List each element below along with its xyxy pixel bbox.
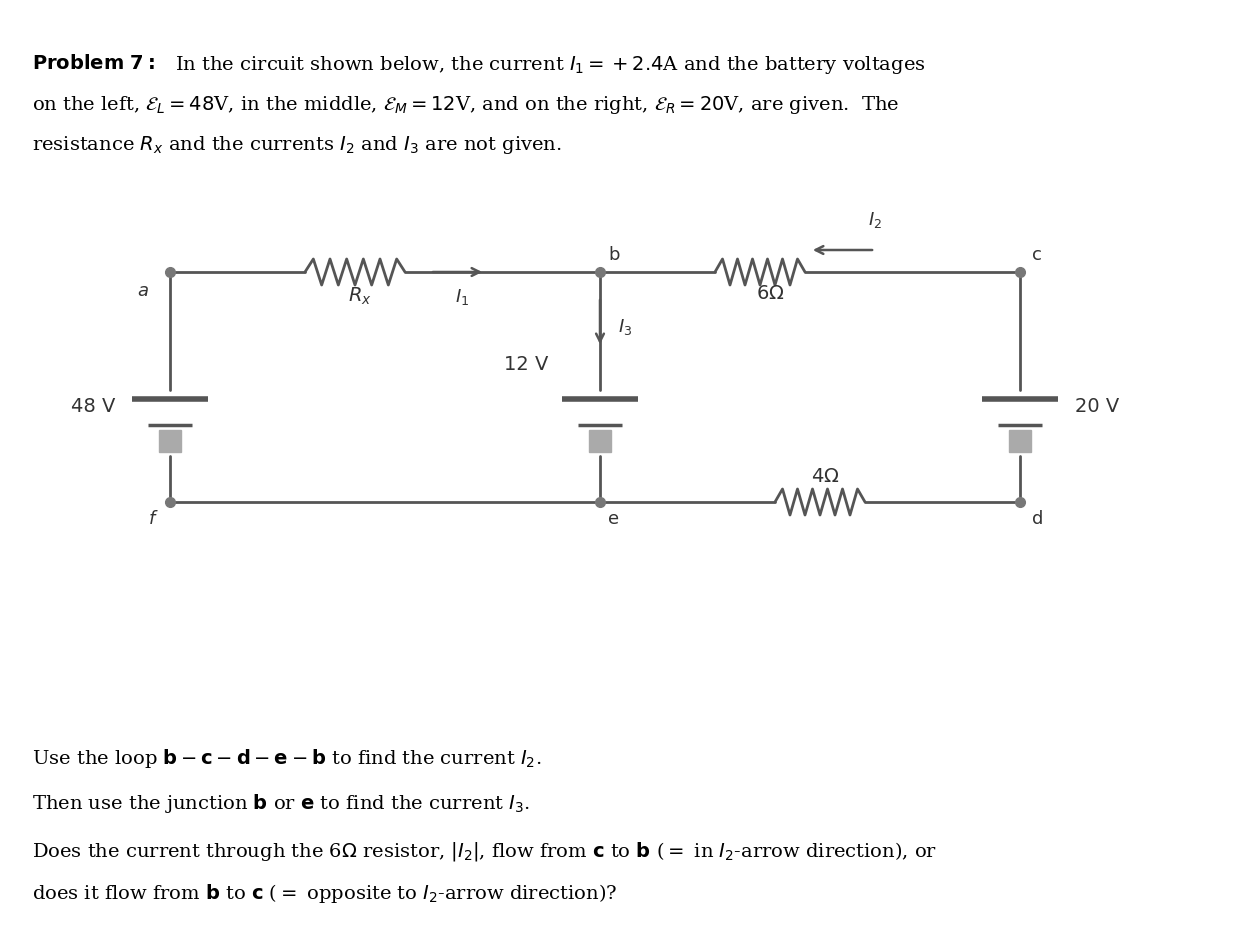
Text: 48 V: 48 V [70,398,115,417]
Text: resistance $R_x$ and the currents $I_2$ and $I_3$ are not given.: resistance $R_x$ and the currents $I_2$ … [32,134,562,156]
Text: Does the current through the 6$\Omega$ resistor, $|I_2|$, flow from $\mathbf{c}$: Does the current through the 6$\Omega$ r… [32,840,938,863]
Text: f: f [149,510,155,528]
Text: $4\Omega$: $4\Omega$ [811,467,839,486]
Bar [1009,430,1031,452]
Text: on the left, $\mathcal{E}_L = 48$V, in the middle, $\mathcal{E}_M = 12$V, and on: on the left, $\mathcal{E}_L = 48$V, in t… [32,94,900,116]
Bar [589,430,611,452]
Text: $I_1$: $I_1$ [455,287,470,307]
Text: $I_2$: $I_2$ [867,210,882,230]
Text: $I_3$: $I_3$ [618,317,632,337]
Text: Use the loop $\mathbf{b} - \mathbf{c} - \mathbf{d} - \mathbf{e} - \mathbf{b}$ to: Use the loop $\mathbf{b} - \mathbf{c} - … [32,747,541,770]
Text: d: d [1032,510,1044,528]
Text: a: a [138,282,148,300]
Text: b: b [608,246,620,264]
Text: $6\Omega$: $6\Omega$ [756,284,784,303]
Text: Then use the junction $\mathbf{b}$ or $\mathbf{e}$ to find the current $I_3$.: Then use the junction $\mathbf{b}$ or $\… [32,792,530,815]
Text: In the circuit shown below, the current $I_1 = +2.4$A and the battery voltages: In the circuit shown below, the current … [175,54,925,76]
Text: e: e [608,510,619,528]
Text: does it flow from $\mathbf{b}$ to $\mathbf{c}$ ($=$ opposite to $I_2$-arrow dire: does it flow from $\mathbf{b}$ to $\math… [32,882,618,905]
Bar [159,430,181,452]
Text: $\mathbf{Problem\ 7:}$: $\mathbf{Problem\ 7:}$ [32,54,155,73]
Text: 20 V: 20 V [1075,398,1119,417]
Text: 12 V: 12 V [504,355,548,374]
Text: $R_x$: $R_x$ [349,286,371,307]
Text: c: c [1032,246,1041,264]
